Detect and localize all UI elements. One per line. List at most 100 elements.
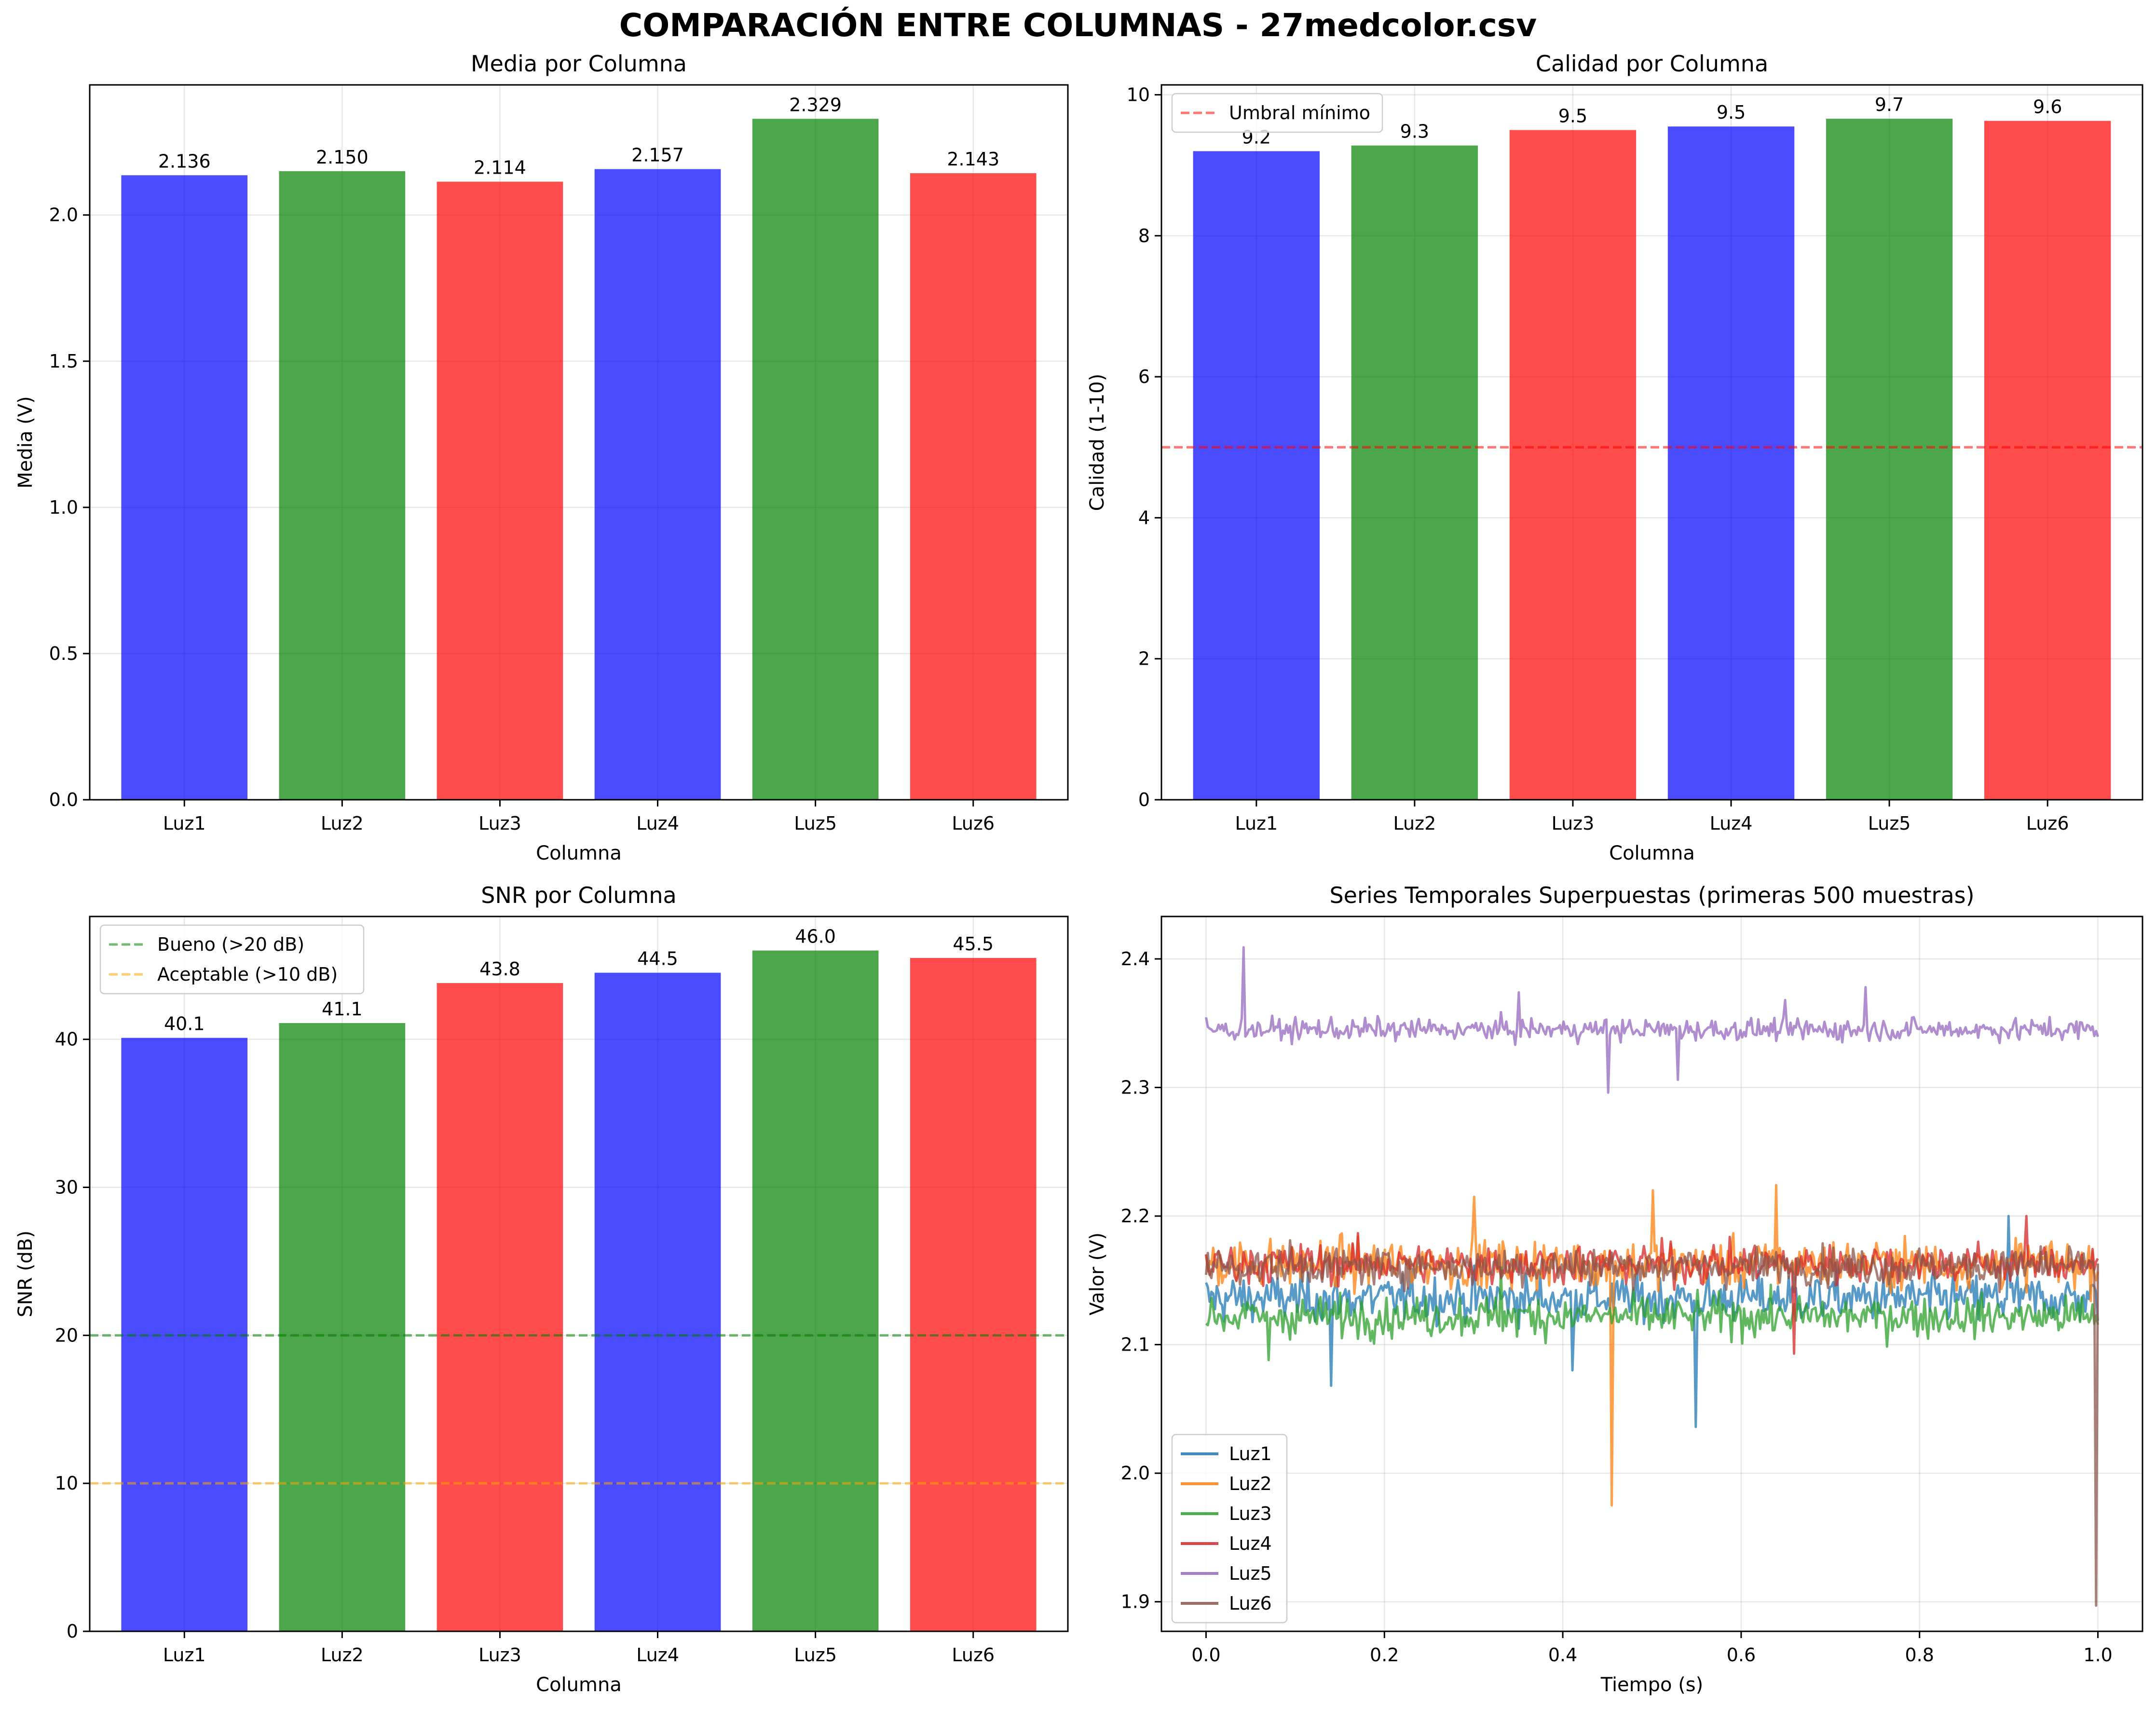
- y-axis-label: Media (V): [14, 396, 37, 488]
- y-tick-label: 8: [1138, 225, 1150, 246]
- bar-value-label: 9.5: [1717, 102, 1746, 123]
- y-tick-label: 1.0: [49, 497, 78, 518]
- x-tick-label: Luz1: [163, 813, 206, 834]
- bar-value-label: 2.136: [158, 150, 211, 172]
- y-tick-label: 10: [1127, 84, 1150, 105]
- x-tick-label: Luz6: [952, 1644, 995, 1666]
- y-tick-label: 2.2: [1121, 1205, 1150, 1227]
- y-tick-label: 1.5: [49, 351, 78, 372]
- panel-title: Calidad por Columna: [1536, 51, 1768, 77]
- legend-label-bueno-20-db: Bueno (>20 dB): [157, 934, 304, 955]
- plot-frame: [89, 84, 1069, 801]
- x-axis-label: Tiempo (s): [1600, 1674, 1704, 1696]
- bar-value-label: 2.150: [316, 147, 368, 168]
- bar-luz6: [910, 957, 1037, 1631]
- bar-value-label: 44.5: [637, 948, 678, 970]
- bar-luz4: [594, 972, 721, 1631]
- bar-luz6: [1984, 121, 2111, 800]
- y-axis-label: Valor (V): [1086, 1232, 1108, 1315]
- y-tick-label: 30: [55, 1177, 78, 1198]
- bar-value-label: 43.8: [479, 958, 520, 980]
- bar-value-label: 2.143: [947, 149, 999, 170]
- bar-luz6: [910, 173, 1037, 800]
- y-tick-label: 0: [67, 1621, 78, 1642]
- bar-value-label: 9.7: [1875, 94, 1904, 115]
- y-tick-label: 20: [55, 1325, 78, 1346]
- x-tick-label: Luz3: [478, 813, 521, 834]
- x-axis-label: Columna: [536, 842, 622, 864]
- bar-value-label: 2.157: [631, 145, 684, 166]
- x-axis-label: Columna: [1609, 842, 1695, 864]
- y-tick-label: 2: [1138, 648, 1150, 670]
- x-tick-label: Luz6: [952, 813, 995, 834]
- bar-value-label: 41.1: [322, 998, 363, 1020]
- bar-value-label: 40.1: [164, 1013, 205, 1035]
- bar-luz4: [594, 169, 721, 800]
- x-tick-label: Luz2: [321, 1644, 364, 1666]
- y-tick-label: 0: [1138, 789, 1150, 810]
- panel-series: Series Temporales Superpuestas (primeras…: [1086, 882, 2143, 1696]
- legend-label-luz3: Luz3: [1229, 1503, 1272, 1524]
- y-tick-label: 40: [55, 1029, 78, 1050]
- x-tick-label: 0.2: [1370, 1644, 1399, 1666]
- x-tick-label: Luz5: [794, 1644, 837, 1666]
- bar-value-label: 9.6: [2033, 96, 2062, 118]
- x-tick-label: Luz3: [1552, 813, 1595, 834]
- bar-value-label: 2.329: [789, 94, 842, 115]
- bar-luz1: [1193, 151, 1320, 800]
- bar-luz1: [121, 175, 248, 800]
- x-tick-label: 0.8: [1905, 1644, 1934, 1666]
- panel-title: Media por Columna: [471, 51, 687, 77]
- series-line-luz3: [1205, 1266, 2099, 1362]
- series-line-luz6: [1205, 1239, 2099, 1607]
- bar-luz5: [752, 950, 879, 1631]
- legend-label-luz1: Luz1: [1229, 1443, 1272, 1464]
- x-tick-label: 0.4: [1548, 1644, 1577, 1666]
- y-tick-label: 10: [55, 1473, 78, 1494]
- x-tick-label: 1.0: [2083, 1644, 2112, 1666]
- legend-label-luz5: Luz5: [1229, 1563, 1272, 1584]
- legend-box: [99, 924, 365, 995]
- x-tick-label: Luz4: [1710, 813, 1753, 834]
- bar-luz4: [1667, 126, 1795, 800]
- x-tick-label: 0.6: [1727, 1644, 1756, 1666]
- x-tick-label: Luz4: [636, 813, 679, 834]
- bar-value-label: 45.5: [953, 933, 994, 955]
- panel-title: SNR por Columna: [481, 882, 676, 908]
- y-tick-label: 2.0: [1121, 1463, 1150, 1484]
- y-tick-label: 2.0: [49, 205, 78, 226]
- y-tick-label: 4: [1138, 507, 1150, 528]
- x-tick-label: Luz3: [478, 1644, 521, 1666]
- bar-luz2: [279, 1023, 406, 1631]
- x-tick-label: Luz5: [794, 813, 837, 834]
- legend-label-umbral-m-nimo: Umbral mínimo: [1229, 102, 1370, 123]
- legend-box: [1171, 93, 1383, 133]
- plot-frame: [1160, 84, 2143, 801]
- legend-label-luz6: Luz6: [1229, 1593, 1272, 1614]
- y-axis-label: Calidad (1-10): [1086, 374, 1108, 511]
- legend-label-aceptable-10-db: Aceptable (>10 dB): [157, 964, 338, 985]
- legend-box: [1171, 1434, 1288, 1624]
- bar-luz2: [1351, 145, 1478, 800]
- x-tick-label: Luz6: [2026, 813, 2069, 834]
- panel-title: Series Temporales Superpuestas (primeras…: [1329, 882, 1974, 908]
- y-tick-label: 2.1: [1121, 1334, 1150, 1355]
- bar-luz2: [279, 171, 406, 800]
- bar-luz3: [437, 181, 563, 800]
- y-tick-label: 0.5: [49, 643, 78, 664]
- y-tick-label: 0.0: [49, 789, 78, 810]
- bar-luz5: [1826, 119, 1953, 800]
- series-line-luz2: [1205, 1184, 2099, 1507]
- y-tick-label: 2.4: [1121, 948, 1150, 970]
- y-tick-label: 6: [1138, 366, 1150, 387]
- legend-label-luz2: Luz2: [1229, 1473, 1272, 1494]
- plot-frame: [89, 916, 1069, 1632]
- x-tick-label: Luz2: [321, 813, 364, 834]
- bar-luz3: [1509, 130, 1637, 800]
- x-tick-label: Luz4: [636, 1644, 679, 1666]
- legend-label-luz4: Luz4: [1229, 1533, 1272, 1554]
- bar-value-label: 9.3: [1400, 121, 1429, 142]
- y-axis-label: SNR (dB): [14, 1230, 37, 1317]
- panel-calidad: Calidad por Columna Columna Calidad (1-10)…: [1086, 51, 2143, 864]
